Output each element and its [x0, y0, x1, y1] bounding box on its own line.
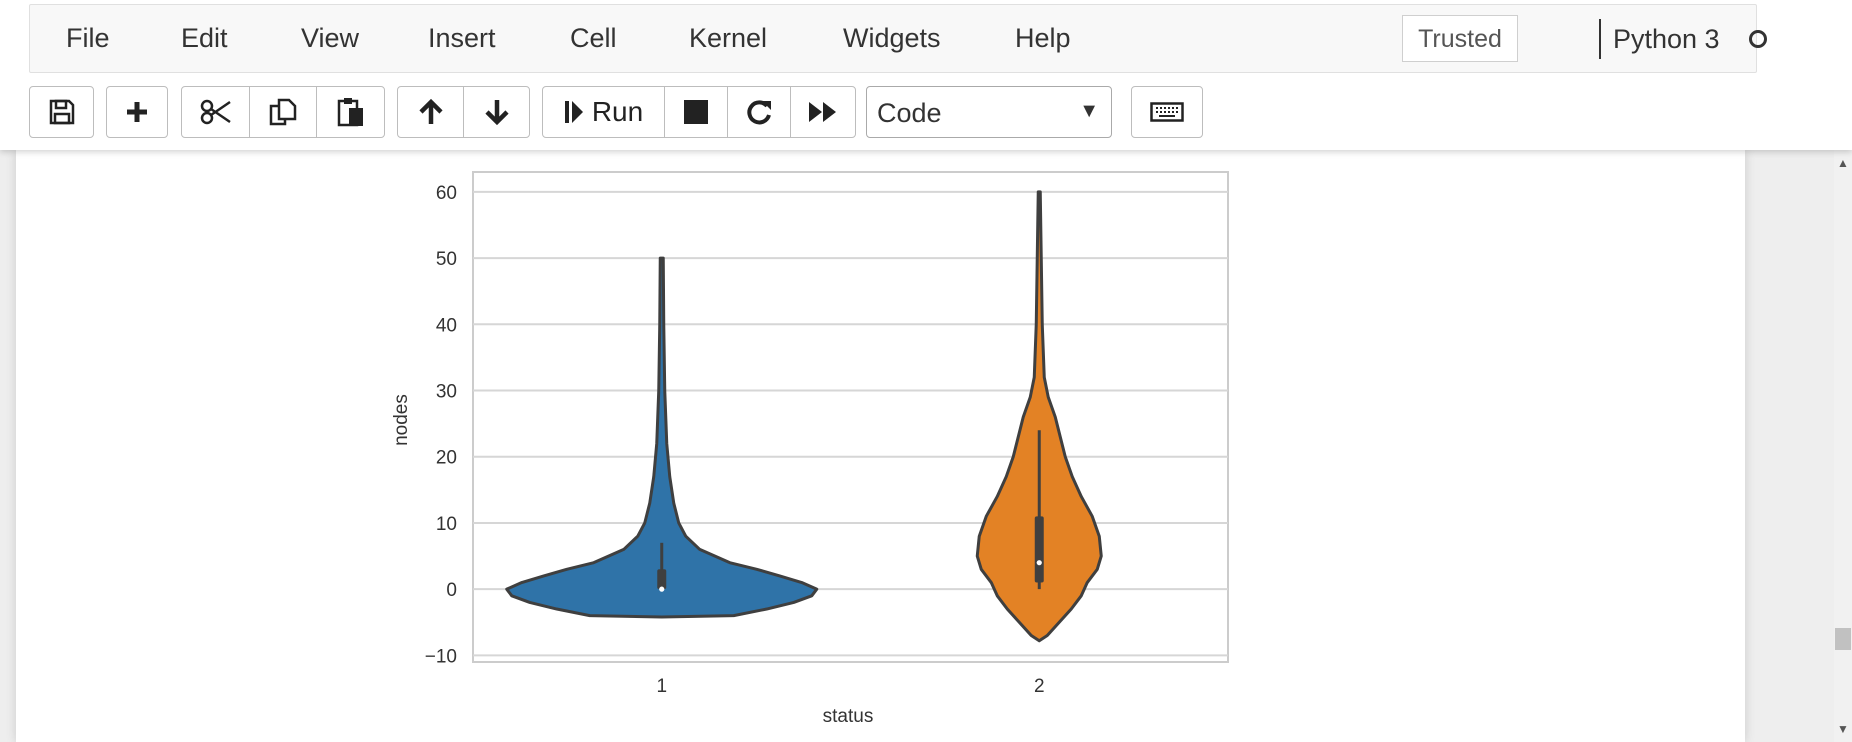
y-tick-labels: −10 0 10 20 30 40 50 60 — [425, 183, 457, 668]
move-down-button[interactable] — [463, 86, 530, 138]
restart-button[interactable] — [727, 86, 791, 138]
copy-icon — [269, 98, 297, 126]
interrupt-button[interactable] — [664, 86, 728, 138]
cell-type-value: Code — [877, 98, 942, 128]
save-icon — [49, 99, 74, 125]
scissors-icon — [200, 99, 231, 125]
y-axis-label: nodes — [391, 394, 412, 446]
x-tick-label: 1 — [656, 676, 667, 697]
y-tick-label: 60 — [436, 183, 457, 204]
trusted-indicator[interactable]: Trusted — [1402, 15, 1518, 62]
iqr-box-1 — [657, 569, 667, 590]
move-up-button[interactable] — [397, 86, 464, 138]
notebook-header: File Edit View Insert Cell Kernel Widget… — [0, 0, 1852, 150]
y-tick-label: 30 — [436, 382, 457, 403]
paste-icon — [337, 98, 363, 127]
x-axis-label: status — [823, 706, 874, 727]
save-button[interactable] — [29, 86, 94, 138]
menu-file[interactable]: File — [66, 23, 110, 53]
scroll-up-arrow-icon[interactable]: ▲ — [1837, 156, 1849, 170]
keyboard-icon — [1150, 102, 1184, 122]
plus-icon — [127, 102, 147, 122]
run-label: Run — [591, 96, 644, 127]
menu-help[interactable]: Help — [1015, 23, 1071, 53]
median-dot-2 — [1036, 560, 1042, 566]
stop-icon — [684, 100, 708, 124]
iqr-box-2 — [1034, 516, 1044, 583]
menu-edit[interactable]: Edit — [181, 23, 228, 53]
restart-icon — [747, 100, 771, 125]
y-tick-label: 10 — [436, 514, 457, 535]
y-tick-label: −10 — [425, 646, 457, 667]
step-icon — [564, 101, 583, 123]
insert-cell-button[interactable] — [106, 86, 168, 138]
kernel-divider — [1599, 19, 1601, 59]
violin-2 — [975, 190, 1103, 643]
kernel-idle-icon — [1749, 30, 1767, 48]
violins — [505, 190, 1103, 643]
scrollbar-thumb[interactable] — [1835, 628, 1851, 650]
fast-forward-icon — [809, 102, 836, 122]
menu-kernel[interactable]: Kernel — [689, 23, 768, 53]
menu-insert[interactable]: Insert — [428, 23, 496, 53]
vertical-scrollbar[interactable] — [1834, 150, 1852, 742]
y-tick-label: 50 — [436, 249, 457, 270]
scroll-down-arrow-icon[interactable]: ▼ — [1837, 722, 1849, 736]
menu-widgets[interactable]: Widgets — [843, 23, 941, 53]
chevron-down-icon: ▼ — [1079, 100, 1099, 122]
violin-1 — [505, 256, 819, 619]
menubar: File Edit View Insert Cell Kernel Widget… — [29, 4, 1767, 73]
arrow-up-icon — [418, 98, 443, 124]
median-dot-1 — [659, 586, 665, 592]
run-all-button[interactable] — [790, 86, 856, 138]
y-tick-label: 20 — [436, 448, 457, 469]
x-tick-label: 2 — [1034, 676, 1045, 697]
cut-button[interactable] — [181, 86, 250, 138]
kernel-name[interactable]: Python 3 — [1613, 24, 1720, 54]
menu-cell[interactable]: Cell — [570, 23, 617, 53]
copy-button[interactable] — [249, 86, 317, 138]
run-button[interactable]: Run — [542, 86, 665, 138]
paste-button[interactable] — [316, 86, 385, 138]
arrow-down-icon — [484, 100, 509, 126]
command-palette-button[interactable] — [1131, 86, 1203, 138]
cell-type-select[interactable]: Code ▼ — [866, 86, 1112, 138]
y-tick-label: 0 — [446, 580, 457, 601]
menu-view[interactable]: View — [301, 23, 360, 53]
y-tick-label: 40 — [436, 315, 457, 336]
